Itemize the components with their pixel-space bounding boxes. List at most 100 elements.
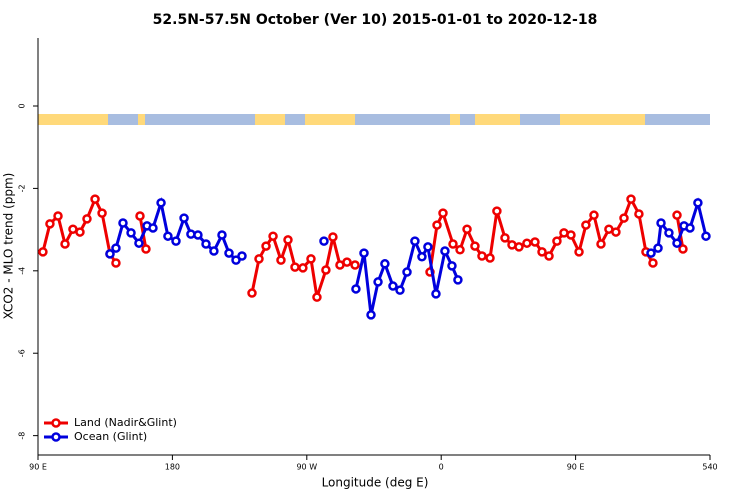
data-point bbox=[350, 260, 360, 270]
y-tick-label: -8 bbox=[18, 432, 27, 440]
data-point bbox=[646, 248, 656, 258]
y-tick-label: -2 bbox=[18, 184, 27, 192]
data-point bbox=[596, 239, 606, 249]
data-point bbox=[306, 254, 316, 264]
x-tick-label: 0 bbox=[439, 463, 444, 472]
ocean-strip bbox=[355, 114, 450, 125]
data-point bbox=[298, 263, 308, 273]
data-point bbox=[447, 261, 457, 271]
data-point bbox=[276, 255, 286, 265]
data-point bbox=[60, 239, 70, 249]
data-point bbox=[672, 210, 682, 220]
ocean-strip bbox=[285, 114, 305, 125]
data-point bbox=[470, 241, 480, 251]
x-tick-label: 90 E bbox=[567, 463, 585, 472]
ocean-strip bbox=[145, 114, 255, 125]
data-point bbox=[453, 275, 463, 285]
data-point bbox=[45, 219, 55, 229]
data-point bbox=[237, 251, 247, 261]
data-point bbox=[134, 238, 144, 248]
data-point bbox=[431, 289, 441, 299]
data-point bbox=[410, 236, 420, 246]
data-point bbox=[156, 198, 166, 208]
data-point bbox=[626, 194, 636, 204]
ocean-strip bbox=[460, 114, 475, 125]
data-point bbox=[440, 246, 450, 256]
data-point bbox=[566, 230, 576, 240]
data-point bbox=[462, 224, 472, 234]
data-point bbox=[619, 213, 629, 223]
data-point bbox=[455, 245, 465, 255]
land-ocean-strip bbox=[38, 114, 710, 125]
series-line bbox=[108, 196, 708, 316]
data-point bbox=[402, 267, 412, 277]
data-point bbox=[111, 258, 121, 268]
data-point bbox=[380, 259, 390, 269]
data-point bbox=[448, 239, 458, 249]
x-tick-label: 90 E bbox=[29, 463, 47, 472]
data-point bbox=[438, 208, 448, 218]
data-point bbox=[423, 242, 433, 252]
data-point bbox=[217, 230, 227, 240]
data-point bbox=[319, 236, 329, 246]
data-point bbox=[283, 235, 293, 245]
x-tick-label: 180 bbox=[165, 463, 180, 472]
data-point bbox=[485, 253, 495, 263]
data-point bbox=[254, 254, 264, 264]
y-axis-label: XCO2 - MLO trend (ppm) bbox=[2, 173, 16, 320]
x-axis-label: Longitude (deg E) bbox=[322, 476, 429, 490]
data-point bbox=[537, 247, 547, 257]
data-point bbox=[574, 247, 584, 257]
data-point bbox=[163, 231, 173, 241]
data-point bbox=[373, 277, 383, 287]
data-point bbox=[342, 257, 352, 267]
data-point bbox=[432, 220, 442, 230]
data-point bbox=[514, 242, 524, 252]
legend-label: Ocean (Glint) bbox=[74, 430, 147, 443]
data-point bbox=[581, 220, 591, 230]
data-point bbox=[82, 214, 92, 224]
legend-marker bbox=[51, 432, 61, 442]
data-point bbox=[261, 241, 271, 251]
data-point bbox=[209, 246, 219, 256]
chart-title: 52.5N-57.5N October (Ver 10) 2015-01-01 … bbox=[153, 12, 598, 28]
data-point bbox=[634, 209, 644, 219]
data-point bbox=[141, 244, 151, 254]
data-point bbox=[290, 262, 300, 272]
data-point bbox=[500, 233, 510, 243]
legend-marker bbox=[51, 418, 61, 428]
data-point bbox=[171, 236, 181, 246]
data-point bbox=[247, 288, 257, 298]
data-point bbox=[366, 310, 376, 320]
data-point bbox=[179, 213, 189, 223]
data-point bbox=[53, 211, 63, 221]
ocean-strip bbox=[645, 114, 710, 125]
x-tick-label: 540 bbox=[702, 463, 717, 472]
data-point bbox=[328, 232, 338, 242]
x-tick-label: 90 W bbox=[296, 463, 317, 472]
data-point bbox=[148, 223, 158, 233]
data-point bbox=[224, 248, 234, 258]
data-point bbox=[75, 227, 85, 237]
y-tick-label: -6 bbox=[18, 349, 27, 357]
data-point bbox=[359, 248, 369, 258]
data-point bbox=[611, 227, 621, 237]
data-point bbox=[693, 198, 703, 208]
data-point bbox=[395, 285, 405, 295]
data-point bbox=[417, 252, 427, 262]
data-point bbox=[530, 237, 540, 247]
data-point bbox=[388, 281, 398, 291]
data-point bbox=[672, 238, 682, 248]
data-point bbox=[90, 194, 100, 204]
data-point bbox=[678, 244, 688, 254]
data-point bbox=[648, 258, 658, 268]
data-point bbox=[135, 211, 145, 221]
data-point bbox=[268, 231, 278, 241]
data-point bbox=[701, 231, 711, 241]
data-point bbox=[97, 208, 107, 218]
data-point bbox=[126, 228, 136, 238]
data-point bbox=[321, 265, 331, 275]
y-tick-label: 0 bbox=[18, 103, 27, 108]
data-point bbox=[552, 236, 562, 246]
data-point bbox=[193, 230, 203, 240]
